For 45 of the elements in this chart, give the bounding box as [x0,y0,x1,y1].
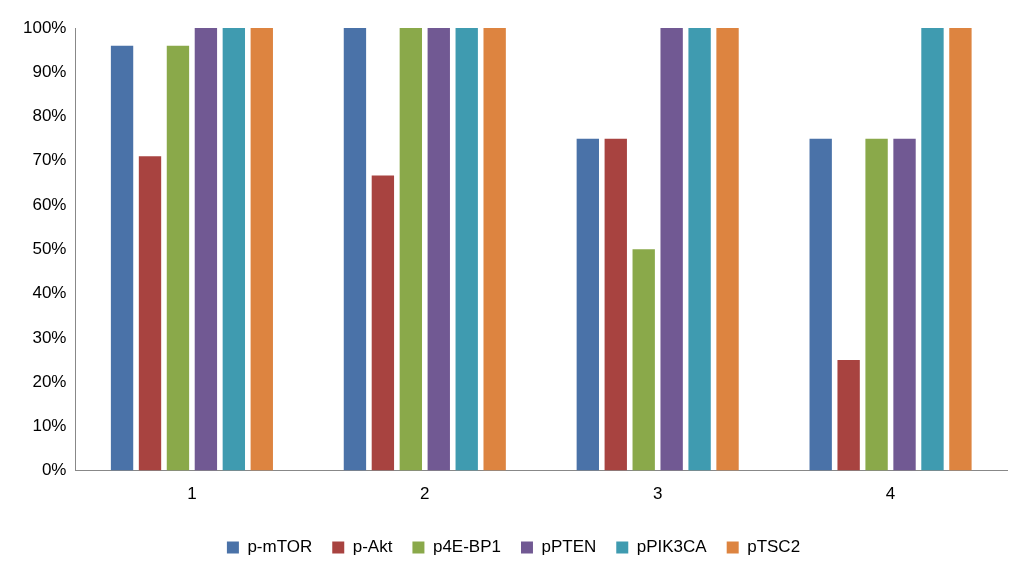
legend-label: pPTEN [541,537,597,557]
bar [604,138,627,471]
bar [660,28,683,471]
legend-label: p4E-BP1 [432,537,501,557]
bar [194,28,218,471]
bar [688,28,711,471]
x-tick-label: 1 [187,484,197,504]
bar [893,138,916,471]
bar [399,28,423,471]
bar [138,156,162,471]
y-tick-label: 50% [32,238,67,258]
y-tick-label: 100% [23,17,67,37]
bar [483,28,506,471]
y-tick-label: 20% [32,371,67,391]
bar [921,28,944,471]
bar [343,28,367,471]
bar [576,138,599,471]
bar [809,138,832,471]
y-tick-label: 70% [32,150,67,170]
bar [865,138,888,471]
y-tick-label: 80% [32,106,67,126]
bar [222,28,246,471]
bar [455,28,478,471]
x-tick-label: 3 [652,484,663,504]
legend-label: pPIK3CA [636,537,708,557]
y-tick-label: 40% [32,283,67,303]
y-tick-label: 60% [32,194,67,214]
legend-label: p-Akt [352,537,393,557]
y-tick-label: 0% [41,460,67,480]
legend-label: p-mTOR [247,537,313,557]
y-tick-label: 30% [32,327,67,347]
bar [716,28,739,471]
bar [949,28,972,471]
y-tick-label: 90% [32,61,67,81]
legend-label: pTSC2 [747,537,801,557]
bar [166,45,190,471]
bar [250,28,273,471]
bar [427,28,450,471]
x-tick-label: 4 [885,484,896,504]
x-tick-label: 2 [420,484,430,504]
bar [837,359,860,471]
y-tick-label: 10% [32,416,67,436]
bar [632,249,655,471]
bar [371,175,395,471]
bar [110,45,134,471]
